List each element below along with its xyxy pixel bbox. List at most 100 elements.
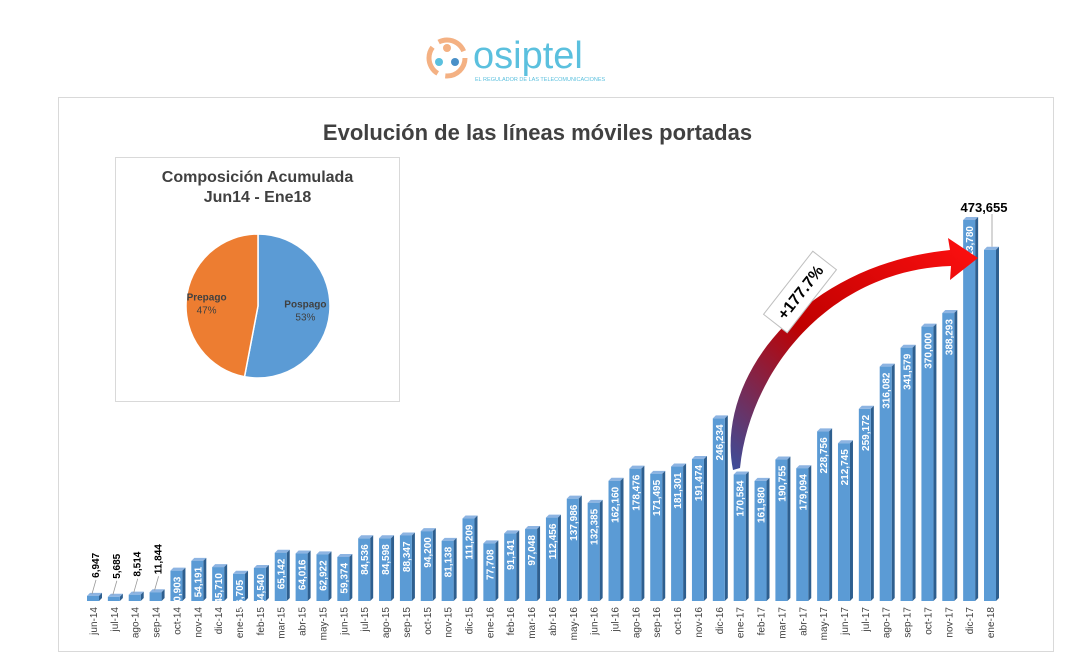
pie-chart: Pospago 53% Prepago 47%: [185, 233, 331, 379]
data-label: 6,947: [91, 552, 102, 577]
x-tick-label: feb-16: [506, 607, 517, 636]
annotation-box: [762, 250, 838, 334]
bar: [87, 595, 99, 601]
pie-slice-label: 53%: [295, 313, 315, 324]
bar: [879, 366, 892, 601]
data-label: 388,293: [944, 319, 955, 356]
bar-side: [912, 344, 916, 601]
bar-top: [629, 465, 645, 469]
bar: [900, 347, 913, 601]
bar: [837, 443, 850, 601]
pie-slice-name: Prepago: [187, 292, 227, 303]
bar-side: [411, 532, 415, 601]
leader-line: [112, 580, 118, 595]
bar-top: [107, 593, 123, 597]
bar-side: [265, 564, 269, 601]
x-tick-label: sep-15: [402, 607, 413, 638]
pie-title: Composición Acumulada Jun14 - Ene18: [116, 168, 399, 208]
data-label: 81,138: [444, 546, 455, 577]
bar-side: [328, 551, 332, 601]
bar-side: [203, 557, 207, 601]
bar-top: [87, 592, 102, 596]
data-label: 246,234: [715, 424, 726, 461]
x-tick-label: mar-16: [527, 607, 538, 639]
bar: [775, 459, 788, 601]
bar-side: [286, 549, 290, 601]
bar-top: [233, 570, 249, 574]
data-label: 259,172: [861, 414, 872, 451]
x-tick-label: abr-16: [548, 607, 559, 636]
bar-side: [787, 456, 791, 601]
bar-top: [379, 535, 395, 539]
x-tick-label: nov-15: [444, 607, 455, 638]
data-label: 94,200: [423, 537, 434, 568]
bar: [504, 533, 517, 601]
bar-top: [671, 463, 687, 467]
x-tick-label: jul-14: [110, 607, 121, 633]
bar-top: [817, 428, 833, 432]
chart-frame: [58, 97, 1054, 652]
bar-top: [337, 553, 353, 557]
x-tick-label: jun-14: [89, 607, 100, 636]
bar-side: [662, 470, 666, 601]
bar-side: [307, 550, 311, 601]
bar: [128, 594, 141, 601]
bar-top: [316, 551, 332, 555]
data-label: 161,980: [757, 486, 768, 523]
bar: [274, 552, 287, 601]
pie-slice-name: Pospago: [284, 300, 326, 311]
bar-top: [212, 564, 228, 568]
bar-top: [608, 477, 624, 481]
bar: [525, 529, 538, 601]
x-tick-label: oct-17: [923, 607, 934, 635]
bar: [420, 531, 433, 601]
bar-side: [703, 456, 707, 601]
bar-side: [620, 477, 624, 601]
bar-top: [837, 440, 853, 444]
data-label: 212,745: [840, 449, 851, 486]
bar-top: [504, 530, 520, 534]
data-label: 84,536: [360, 544, 371, 575]
bar-top: [900, 344, 916, 348]
bar-top: [858, 405, 874, 409]
bar: [483, 543, 496, 601]
svg-text:EL REGULADOR DE LAS TELECOMUNI: EL REGULADOR DE LAS TELECOMUNICACIONES: [475, 77, 606, 83]
bar: [984, 249, 996, 602]
bar-side: [474, 515, 478, 601]
bar-side: [140, 591, 144, 601]
data-label: 5,685: [112, 553, 123, 578]
bar-top: [775, 456, 791, 460]
data-label: 316,082: [882, 372, 893, 409]
growth-arrow: [730, 238, 978, 470]
bar-side: [245, 570, 249, 601]
x-tick-label: oct-15: [423, 607, 434, 635]
bar-top: [545, 514, 561, 518]
bar-top: [358, 535, 374, 539]
x-tick-label: feb-17: [757, 607, 768, 636]
bar: [295, 553, 308, 601]
x-tick-label: may-17: [819, 607, 830, 641]
bar: [212, 567, 225, 601]
bar-top: [691, 456, 707, 460]
data-label: 228,756: [819, 437, 830, 474]
x-tick-label: dic-15: [464, 607, 475, 635]
bar: [566, 498, 579, 601]
x-tick-label: ene-18: [986, 607, 997, 639]
bar: [754, 480, 767, 601]
data-label: 190,755: [777, 465, 788, 502]
data-label: 40,903: [172, 576, 183, 607]
bar: [441, 540, 454, 601]
data-label: 341,579: [903, 353, 914, 390]
data-label: 97,048: [527, 535, 538, 566]
bar: [149, 592, 162, 601]
bar-top: [191, 557, 207, 561]
data-label: 91,141: [506, 539, 517, 570]
x-tick-label: sep-14: [152, 607, 163, 638]
pie-title-line2: Jun14 - Ene18: [203, 189, 312, 206]
data-label: 59,374: [339, 563, 350, 594]
data-label: 132,385: [590, 508, 601, 545]
bar-top: [274, 549, 290, 553]
bar: [817, 431, 830, 601]
bar-side: [870, 405, 874, 601]
x-tick-label: jun-15: [339, 607, 350, 636]
